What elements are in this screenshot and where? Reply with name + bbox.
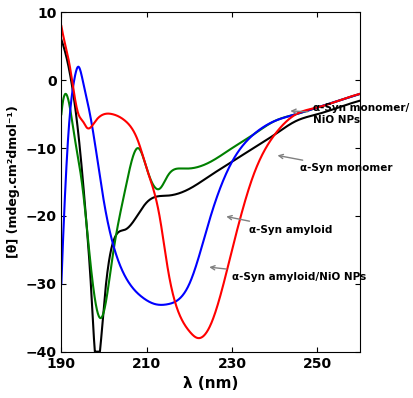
Text: α-Syn amyloid: α-Syn amyloid (228, 216, 332, 234)
Text: α-Syn monomer: α-Syn monomer (279, 154, 393, 174)
Y-axis label: [θ] (mdeg.cm²dmol⁻¹): [θ] (mdeg.cm²dmol⁻¹) (7, 105, 20, 258)
X-axis label: λ (nm): λ (nm) (183, 376, 238, 391)
Text: α-Syn amyloid/NiO NPs: α-Syn amyloid/NiO NPs (211, 266, 366, 282)
Text: α-Syn monomer/
NiO NPs: α-Syn monomer/ NiO NPs (292, 103, 409, 125)
